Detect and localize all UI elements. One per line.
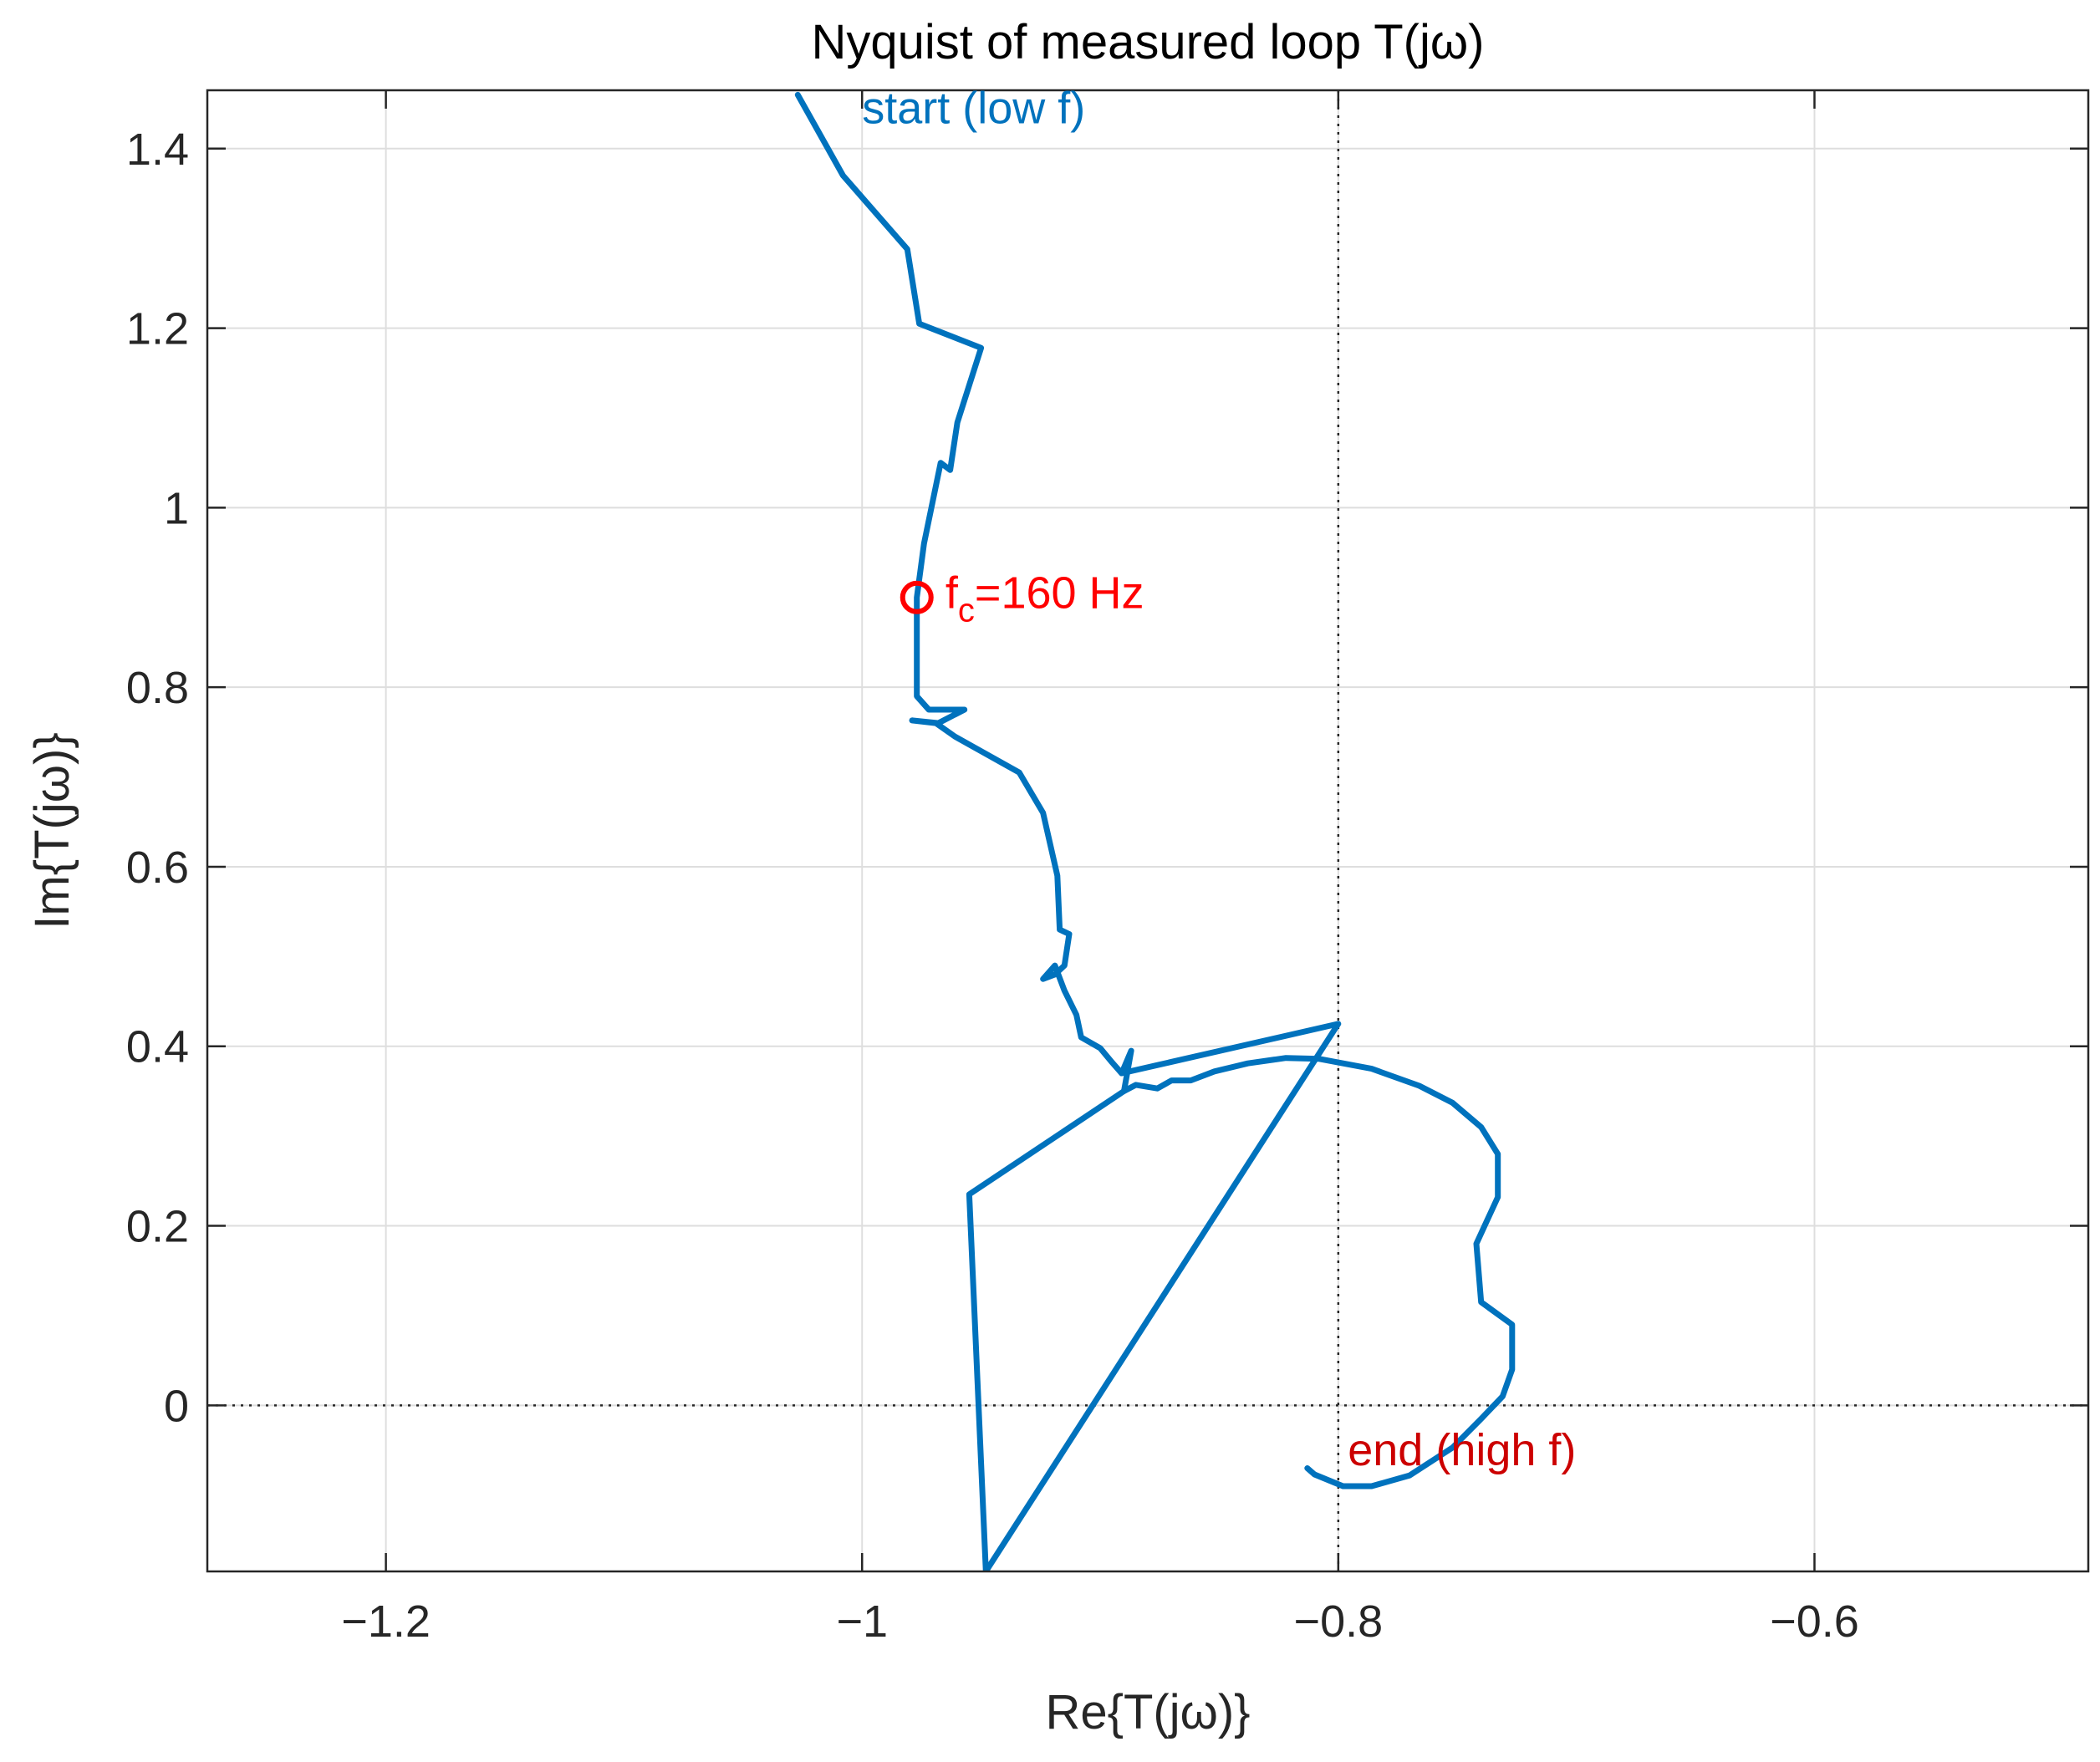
ticks	[207, 90, 2088, 1571]
y-tick-label: 0.2	[126, 1202, 189, 1252]
y-tick-label: 0.6	[126, 843, 189, 893]
y-tick-label: 1	[164, 483, 189, 533]
y-tick-label: 0.4	[126, 1022, 189, 1072]
crossover-annotation: fc=160 Hz	[946, 568, 1144, 629]
x-tick-label: −0.8	[1294, 1596, 1384, 1647]
annotations: start (low f) fc=160 Hz end (high f)	[862, 83, 1576, 1475]
x-tick-label: −1	[836, 1596, 888, 1647]
start-annotation: start (low f)	[862, 83, 1085, 133]
x-axis-label: Re{T(jω)}	[1045, 1685, 1250, 1739]
x-tick-label: −0.6	[1770, 1596, 1859, 1647]
y-tick-label: 0	[164, 1381, 189, 1431]
markers	[900, 580, 934, 614]
chart-title: Nyquist of measured loop T(jω)	[812, 15, 1485, 69]
nyquist-series-line-1	[794, 91, 1516, 1490]
plot-frame	[206, 89, 2090, 1573]
grid-lines	[207, 90, 2088, 1571]
crossover-marker	[900, 580, 934, 614]
end-annotation: end (high f)	[1348, 1425, 1576, 1475]
x-tick-label: −1.2	[341, 1596, 431, 1647]
plot-background	[207, 90, 2088, 1571]
nyquist-series-line-2	[966, 1021, 1342, 1571]
y-axis-label: Im{T(jω)}	[25, 732, 79, 929]
tick-labels: −1.2 −1 −0.8 −0.6 0 0.2 0.4 0.6 0.8 1 1.2 1.4	[126, 125, 1859, 1647]
y-tick-label: 1.2	[126, 304, 189, 354]
series-lines	[794, 91, 1516, 1571]
y-tick-label: 1.4	[126, 125, 189, 175]
y-tick-label: 0.8	[126, 663, 189, 713]
